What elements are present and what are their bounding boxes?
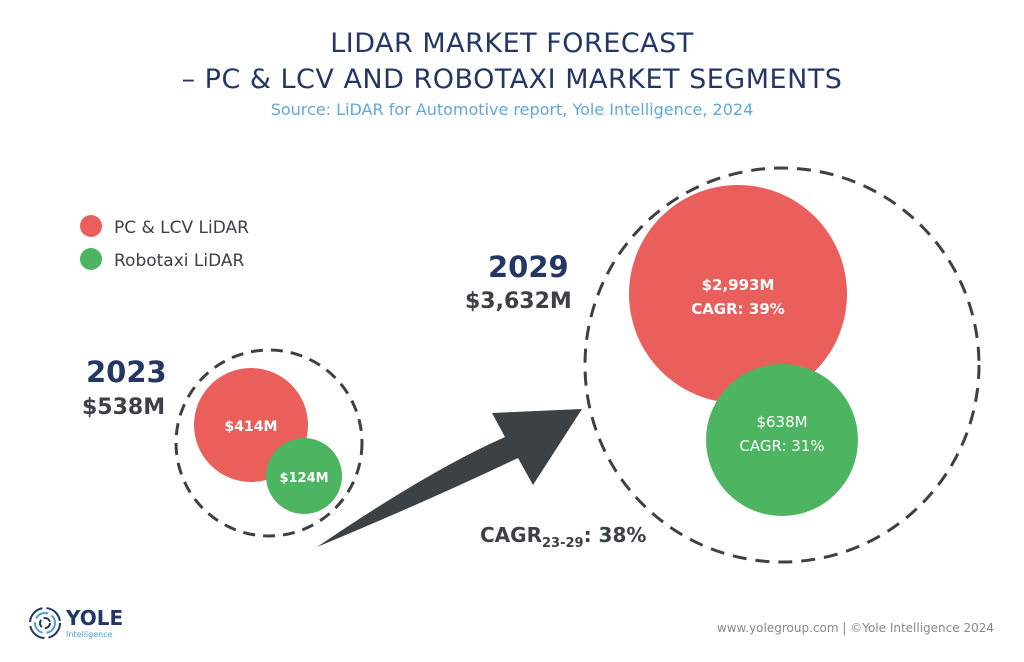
growth-arrow bbox=[317, 409, 582, 547]
value-label-2029-pc-lcv: $2,993M bbox=[702, 276, 775, 294]
bubble-2023-robotaxi bbox=[266, 438, 342, 514]
legend-label-pc-lcv: PC & LCV LiDAR bbox=[114, 218, 249, 238]
legend-swatch-pc-lcv bbox=[80, 215, 102, 237]
year-2029-label: 2029 bbox=[488, 250, 569, 284]
yole-swirl-icon bbox=[29, 607, 61, 639]
total-2029-label: $3,632M bbox=[465, 289, 572, 314]
cagr-value: : 38% bbox=[583, 523, 647, 547]
dashed-boundary-2023 bbox=[174, 348, 364, 538]
value-label-2029-robotaxi: $638M bbox=[756, 413, 807, 431]
value-label-2023-pc-lcv: $414M bbox=[225, 419, 278, 435]
cagr-prefix: CAGR bbox=[480, 523, 542, 547]
bubble-2029-robotaxi bbox=[706, 364, 858, 516]
overall-cagr-label: CAGR23-29: 38% bbox=[480, 522, 646, 550]
legend-label-robotaxi: Robotaxi LiDAR bbox=[114, 251, 245, 271]
cagr-period: 23-29 bbox=[541, 536, 584, 551]
footer-credit: www.yolegroup.com | ©Yole Intelligence 2… bbox=[716, 621, 994, 635]
dashed-boundary-2029 bbox=[583, 166, 981, 564]
year-2023-label: 2023 bbox=[86, 355, 167, 389]
cagr-label-2029-pc-lcv: CAGR: 39% bbox=[691, 300, 785, 318]
bubble-2029-pc-lcv bbox=[629, 185, 847, 403]
title-line-1: LIDAR MARKET FORECAST bbox=[330, 28, 694, 59]
title-line-2: – PC & LCV AND ROBOTAXI MARKET SEGMENTS bbox=[181, 64, 843, 95]
value-label-2023-robotaxi: $124M bbox=[279, 471, 328, 486]
total-2023-label: $538M bbox=[82, 395, 165, 420]
source-subtitle: Source: LiDAR for Automotive report, Yol… bbox=[270, 100, 754, 119]
legend-swatch-robotaxi bbox=[80, 248, 102, 270]
cagr-label-2029-robotaxi: CAGR: 31% bbox=[739, 437, 824, 455]
yole-logo: YOLE Intelligence bbox=[28, 606, 123, 640]
logo-sub: Intelligence bbox=[66, 630, 113, 639]
logo-word: YOLE bbox=[66, 606, 124, 630]
